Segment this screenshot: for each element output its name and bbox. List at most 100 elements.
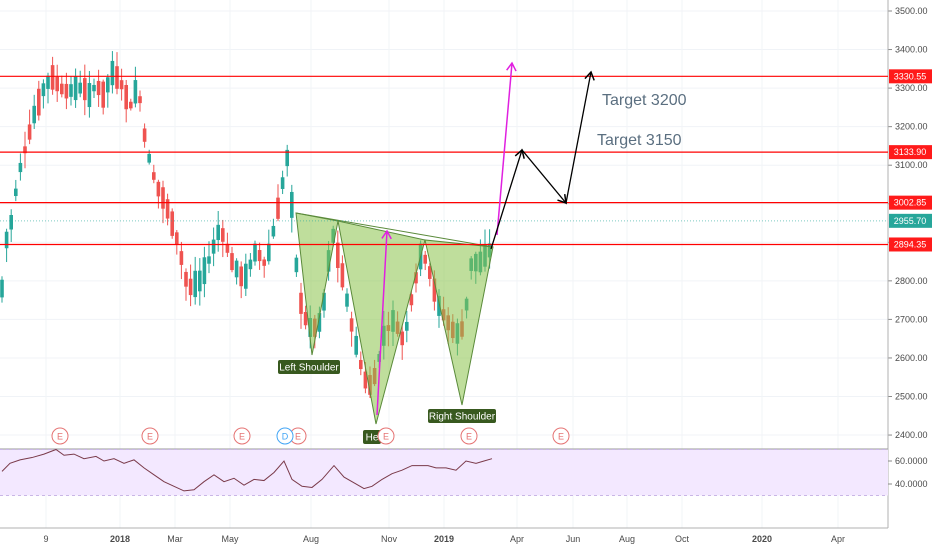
earnings-marker-letter: E	[383, 432, 389, 442]
time-tick-label: Apr	[831, 534, 845, 544]
candle-down	[262, 259, 266, 266]
candle-down	[336, 242, 340, 269]
target-3200-label: Target 3200	[602, 92, 687, 109]
candle-up	[73, 76, 78, 101]
earnings-marker[interactable]	[233, 427, 251, 445]
candle-down	[156, 181, 161, 197]
candle-up	[248, 259, 253, 270]
candle-up	[271, 225, 276, 237]
candle-down	[152, 172, 156, 180]
rsi-line	[1, 448, 493, 492]
time-tick-label: Oct	[675, 534, 690, 544]
candle-up	[216, 224, 220, 241]
candle-down	[349, 318, 354, 332]
projection-arrow-head	[514, 148, 525, 159]
candle-down	[119, 80, 124, 90]
price-tick-label: 3500.00	[895, 6, 928, 16]
time-tick-label: May	[221, 534, 239, 544]
candle-down	[363, 371, 368, 389]
candle-down	[409, 294, 414, 306]
candle-up	[147, 153, 151, 163]
candle-down	[142, 128, 147, 142]
candle-up	[211, 239, 216, 254]
time-tick-label: Aug	[303, 534, 319, 544]
rsi-band	[0, 449, 888, 496]
projection-path	[490, 71, 592, 250]
candle-down	[37, 88, 41, 116]
candle-up	[87, 83, 92, 108]
candle-down	[225, 243, 230, 253]
candle-down	[276, 197, 280, 219]
candle-up	[253, 243, 257, 262]
candle-down	[124, 85, 128, 110]
earnings-marker-letter: E	[57, 432, 63, 442]
left-shoulder-label-bg	[278, 360, 340, 374]
earnings-marker[interactable]	[460, 427, 478, 445]
candle-down	[64, 83, 69, 99]
time-tick-label: Aug	[619, 534, 635, 544]
candle-up	[69, 84, 73, 97]
magenta-arrow-shaft	[376, 230, 388, 416]
magenta-projection-head	[506, 61, 517, 72]
candle-up	[18, 162, 23, 173]
earnings-marker[interactable]	[377, 427, 395, 445]
candle-up	[234, 260, 239, 278]
projection-arrow-head	[557, 193, 567, 205]
candle-up	[9, 215, 13, 230]
candle-down	[184, 271, 188, 287]
candle-up	[133, 80, 138, 104]
level-price-flag	[889, 195, 932, 210]
time-tick-label: 2018	[110, 534, 130, 544]
candle-up	[14, 188, 18, 197]
candle-up	[244, 263, 248, 289]
pattern-triangle	[424, 239, 494, 406]
earnings-marker[interactable]	[141, 427, 159, 445]
candle-down	[340, 263, 345, 288]
candle-up	[202, 257, 207, 285]
candle-down	[50, 65, 55, 90]
dividend-marker[interactable]	[276, 427, 294, 445]
candle-down	[423, 254, 427, 264]
earnings-marker-letter: E	[239, 432, 245, 442]
candle-up	[317, 313, 322, 332]
candle-up	[198, 270, 202, 292]
earnings-marker[interactable]	[51, 427, 69, 445]
candle-down	[432, 278, 437, 302]
level-price-flag-label: 2894.35	[894, 239, 927, 249]
candle-down	[96, 80, 101, 96]
rsi-tick-label: 60.0000	[895, 456, 928, 466]
candle-down	[414, 272, 418, 284]
earnings-marker[interactable]	[552, 427, 570, 445]
candle-up	[267, 243, 271, 262]
time-tick-label: Jun	[566, 534, 581, 544]
price-tick-label: 3100.00	[895, 160, 928, 170]
level-price-flag	[889, 237, 932, 252]
price-tick-label: 3300.00	[895, 83, 928, 93]
candle-down	[400, 331, 404, 346]
right-shoulder-label: Right Shoulder	[429, 412, 496, 423]
level-price-flag	[889, 145, 932, 160]
candle-up	[78, 82, 82, 94]
candle-up	[294, 257, 299, 273]
candle-down	[239, 266, 243, 287]
candle-down	[161, 187, 165, 209]
level-price-flag-label: 3133.90	[894, 147, 927, 157]
price-tick-label: 2800.00	[895, 276, 928, 286]
left-shoulder-label: Left Shoulder	[279, 363, 339, 374]
candle-down	[27, 124, 32, 140]
candle-down	[359, 359, 363, 370]
head-label-bg	[363, 430, 381, 444]
candle-down	[428, 266, 432, 279]
time-tick-label: 2019	[434, 534, 454, 544]
time-tick-label: 9	[43, 534, 48, 544]
candle-down	[257, 250, 262, 262]
rsi-tick-label: 40.0000	[895, 479, 928, 489]
level-price-flag-label: 3002.85	[894, 198, 927, 208]
candle-down	[299, 292, 303, 314]
earnings-marker-letter: E	[558, 432, 564, 442]
candle-up	[280, 177, 285, 189]
time-tick-label: Nov	[381, 534, 398, 544]
magenta-projection-shaft	[496, 62, 513, 236]
candle-up	[110, 60, 115, 86]
